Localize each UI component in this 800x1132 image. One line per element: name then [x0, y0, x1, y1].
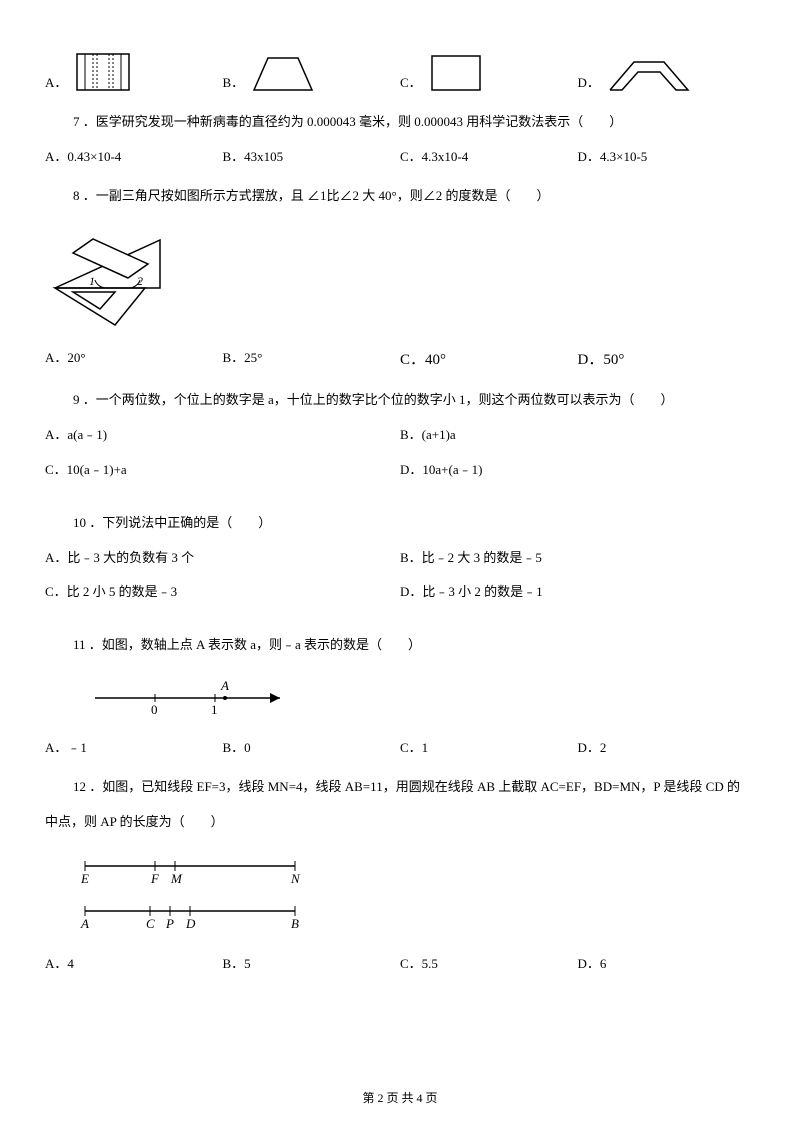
q6-shape-a: [73, 50, 133, 94]
q11-b: B．0: [223, 738, 401, 759]
q9-options: A．a(a﹣1) B．(a+1)a C．10(a﹣1)+a D．10a+(a﹣1…: [45, 425, 755, 495]
q11-a: A．﹣1: [45, 738, 223, 759]
q8-label-1: 1: [89, 274, 95, 288]
q6-opt-b: B．: [223, 54, 401, 94]
q12-a: A．4: [45, 954, 223, 975]
q12-text-a: 12 ．如图，已知线段 EF=3，线段 MN=4，线段 AB=11，用圆规在线段…: [73, 777, 755, 798]
page-footer: 第 2 页 共 4 页: [0, 1089, 800, 1108]
q11-text: 11 ．如图，数轴上点 A 表示数 a，则﹣a 表示的数是（ ）: [73, 635, 755, 656]
q11-options: A．﹣1 B．0 C．1 D．2: [45, 738, 755, 759]
q9-c: C．10(a﹣1)+a: [45, 460, 400, 481]
q6-c-label: C．: [400, 73, 422, 94]
q7-c: C．4.3x10-4: [400, 147, 578, 168]
q9-b: B．(a+1)a: [400, 425, 755, 446]
q8-c: C．40°: [400, 348, 578, 372]
q6-options: A． B． C． D．: [45, 50, 755, 94]
q8-text-a: 8 ．一副三角尺按如图所示方式摆放，且: [73, 188, 304, 203]
q8-options: A．20° B．25° C．40° D．50°: [45, 348, 755, 372]
q7-d: D．4.3×10-5: [578, 147, 756, 168]
q11-figure: 0 1 A: [85, 670, 755, 720]
q9-a: A．a(a﹣1): [45, 425, 400, 446]
q6-shape-d: [606, 56, 692, 94]
q10-options: A．比﹣3 大的负数有 3 个 B．比﹣2 大 3 的数是﹣5 C．比 2 小 …: [45, 548, 755, 618]
q8-text-b: 大 40°，则∠2 的度数是（ ）: [362, 188, 549, 203]
q6-opt-c: C．: [400, 52, 578, 94]
q12-options: A．4 B．5 C．5.5 D．6: [45, 954, 755, 975]
q8-figure: 1 2: [45, 220, 755, 330]
q11-zero: 0: [151, 702, 158, 717]
q7-b: B．43x105: [223, 147, 401, 168]
q7-a: A．0.43×10-4: [45, 147, 223, 168]
q9-text: 9 ．一个两位数，个位上的数字是 a，十位上的数字比个位的数字小 1，则这个两位…: [73, 390, 755, 411]
q6-opt-d: D．: [578, 56, 756, 94]
q12-text: 12 ．如图，已知线段 EF=3，线段 MN=4，线段 AB=11，用圆规在线段…: [73, 777, 755, 798]
q10-c: C．比 2 小 5 的数是﹣3: [45, 582, 400, 603]
q12-d: D．6: [578, 954, 756, 975]
q6-opt-a: A．: [45, 50, 223, 94]
q12-D: D: [185, 916, 196, 931]
q6-b-label: B．: [223, 73, 245, 94]
q11-one: 1: [211, 702, 218, 717]
q6-shape-c: [428, 52, 484, 94]
q8-a: A．20°: [45, 348, 223, 372]
q12-A: A: [80, 916, 89, 931]
q6-shape-b: [250, 54, 316, 94]
q10-a: A．比﹣3 大的负数有 3 个: [45, 548, 400, 569]
q12-figure: E F M N A C P D B: [65, 846, 755, 936]
q10-b: B．比﹣2 大 3 的数是﹣5: [400, 548, 755, 569]
q6-a-label: A．: [45, 73, 67, 94]
q8-text-mid: ∠1比∠2: [307, 188, 359, 203]
q11-c: C．1: [400, 738, 578, 759]
q12-b: B．5: [223, 954, 401, 975]
q7-text: 7 ．医学研究发现一种新病毒的直径约为 0.000043 毫米，则 0.0000…: [73, 112, 755, 133]
q10-d: D．比﹣3 小 2 的数是﹣1: [400, 582, 755, 603]
q11-d: D．2: [578, 738, 756, 759]
q12-text-b: 中点，则 AP 的长度为（ ）: [45, 812, 755, 833]
q12-E: E: [80, 871, 89, 886]
q8-d: D．50°: [578, 348, 756, 372]
q9-d: D．10a+(a﹣1): [400, 460, 755, 481]
q6-d-label: D．: [578, 73, 600, 94]
q8-text: 8 ．一副三角尺按如图所示方式摆放，且 ∠1比∠2 大 40°，则∠2 的度数是…: [73, 186, 755, 207]
q12-F: F: [150, 871, 160, 886]
q7-options: A．0.43×10-4 B．43x105 C．4.3x10-4 D．4.3×10…: [45, 147, 755, 168]
q11-A: A: [220, 678, 229, 693]
q12-C: C: [146, 916, 155, 931]
q12-N: N: [290, 871, 301, 886]
q12-c: C．5.5: [400, 954, 578, 975]
q10-text: 10 ．下列说法中正确的是（ ）: [73, 513, 755, 534]
q8-b: B．25°: [223, 348, 401, 372]
q12-M: M: [170, 871, 183, 886]
q12-B: B: [291, 916, 299, 931]
q12-P: P: [165, 916, 174, 931]
